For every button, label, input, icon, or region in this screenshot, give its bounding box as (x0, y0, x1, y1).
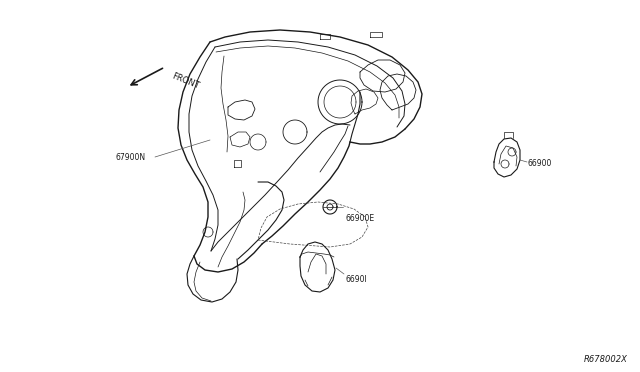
Text: 66900E: 66900E (345, 214, 374, 223)
Text: R678002X: R678002X (584, 355, 628, 364)
Text: 6690I: 6690I (345, 276, 367, 285)
Text: 67900N: 67900N (115, 153, 145, 161)
Text: FRONT: FRONT (170, 72, 200, 91)
Text: 66900: 66900 (527, 160, 552, 169)
